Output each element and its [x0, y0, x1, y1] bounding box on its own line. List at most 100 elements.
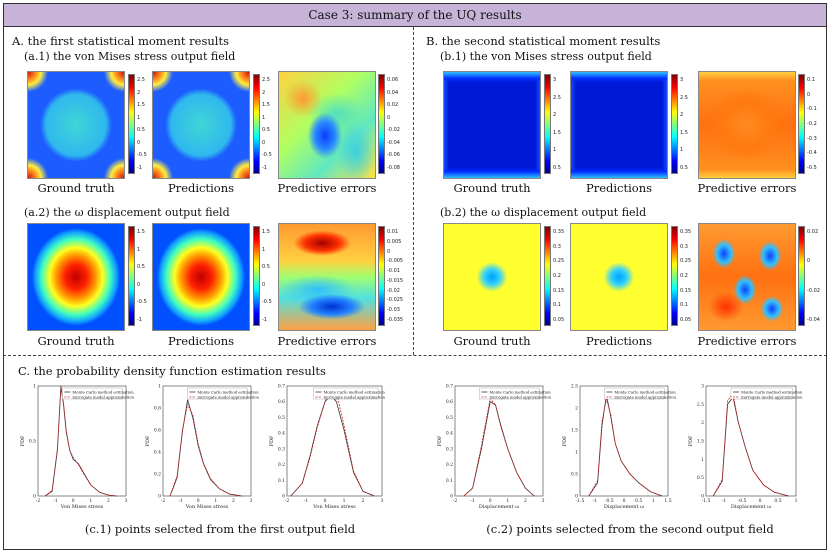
- a1-prediction-colorbar: [253, 74, 260, 174]
- colorbar-tick-label: 0.5: [137, 264, 145, 271]
- colorbar-tick-label: 0.3: [680, 243, 688, 250]
- colorbar-tick-label: 0: [262, 281, 266, 288]
- colorbar-tick-label: 0.2: [553, 273, 561, 279]
- colorbar-tick-label: 0.05: [553, 317, 565, 323]
- y-tick-label: 0: [282, 494, 285, 500]
- legend-box: [62, 387, 123, 400]
- y-tick-label: 0.8: [154, 406, 161, 412]
- y-tick-label: 0.4: [278, 431, 285, 437]
- y-tick-label: 0.3: [446, 446, 453, 452]
- section-b1-subtitle: (b.1) the von Mises stress output field: [440, 50, 652, 63]
- colorbar-tick-label: -0.5: [262, 299, 272, 306]
- pdf-charts: -2 -1 0 1 2 3 0 0.5 1 Von Mises stress PDF Monte Ca…: [20, 384, 803, 511]
- pdf-chart-6: -1.5 -1 -0.5 0 0.5 1 0 0.5 1 1.5 2 2.5 3 Displacement…: [688, 384, 803, 511]
- colorbar-tick-label: -0.04: [387, 139, 400, 146]
- x-axis-label: Von Mises stress: [185, 504, 229, 510]
- x-tick-label: 1: [795, 498, 798, 504]
- chart-axes-box: [286, 385, 383, 497]
- y-tick-label: 2: [575, 406, 578, 412]
- colorbar-tick-label: -0.035: [387, 317, 404, 323]
- x-tick-label: 3: [250, 498, 253, 504]
- x-tick-label: 2: [524, 498, 527, 504]
- colorbar-tick-label: 0.04: [387, 89, 399, 96]
- x-tick-label: 0: [324, 498, 327, 504]
- y-axis-label: PDF: [437, 435, 443, 446]
- horizontal-divider: [3, 355, 827, 356]
- y-tick-label: 0.6: [446, 399, 453, 405]
- legend-label: Monte Carlo method estimation: [72, 390, 134, 395]
- legend-label: Surrogate model approximation: [197, 395, 259, 400]
- y-tick-label: 0: [450, 494, 453, 500]
- b2-error-colorbar: [798, 226, 805, 326]
- a2-error-colorbar: [378, 226, 385, 326]
- x-tick-label: -2: [285, 498, 290, 504]
- chart-axes-box: [705, 385, 797, 497]
- chart-axes-box: [162, 385, 252, 497]
- b2-ground-truth-map: [443, 223, 541, 331]
- colorbar-tick-label: 1.5: [553, 129, 561, 136]
- x-tick-label: -1.5: [702, 498, 711, 504]
- a2-error-map: [278, 223, 376, 331]
- pdf-chart-5: -1.5 -1 -0.5 0 0.5 1 1.5 0 0.5 1 1.5 2 2.5 Displaceme…: [562, 384, 676, 511]
- y-tick-label: 0: [33, 494, 36, 500]
- x-tick-label: 2: [107, 498, 110, 504]
- colorbar-tick-label: 1.5: [137, 229, 145, 235]
- legend-label: Monte Carlo method estimation: [741, 390, 803, 395]
- y-axis-label: PDF: [562, 435, 568, 446]
- x-tick-label: 0.5: [774, 498, 781, 504]
- colorbar-tick-label: 0.5: [553, 165, 561, 171]
- a1-error-colorbar-ticks: 0.06 0.04 0.02 0 -0.02 -0.04 -0.06 -0.08: [387, 74, 407, 174]
- colorbar-tick-label: -1: [262, 165, 267, 171]
- colorbar-tick-label: 0.35: [553, 229, 565, 235]
- y-tick-label: 1: [701, 457, 704, 463]
- legend-label: Surrogate model approximation: [741, 395, 803, 400]
- colorbar-tick-label: -0.015: [387, 277, 404, 284]
- colorbar-tick-label: 1.5: [137, 102, 145, 109]
- y-tick-label: 0: [158, 494, 161, 500]
- colorbar-tick-label: 0.2: [680, 273, 688, 279]
- colorbar-tick-label: 0.1: [680, 302, 688, 309]
- y-tick-label: 1.5: [571, 428, 578, 434]
- y-tick-label: 0.5: [446, 415, 453, 421]
- colorbar-tick-label: 1: [262, 114, 266, 121]
- y-tick-label: 0: [701, 494, 704, 500]
- a1-caption-errors: Predictive errors: [277, 181, 377, 195]
- a2-ground-truth-map: [27, 223, 125, 331]
- a1-ground-truth-map: [27, 71, 125, 179]
- x-axis-label: Displacement ω: [731, 504, 771, 510]
- x-tick-label: -1: [53, 498, 58, 504]
- colorbar-tick-label: 0.005: [387, 238, 402, 245]
- colorbar-tick-label: -0.08: [387, 165, 400, 171]
- y-tick-label: 0.4: [154, 450, 161, 456]
- figure-title: Case 3: summary of the UQ results: [3, 3, 827, 27]
- y-tick-label: 0.7: [278, 384, 285, 390]
- colorbar-tick-label: 0: [387, 248, 391, 255]
- x-tick-label: -1: [178, 498, 183, 504]
- b2-colorbar: [544, 226, 551, 326]
- colorbar-tick-label: 2: [262, 89, 266, 96]
- chart-axes-box: [454, 385, 544, 497]
- colorbar-tick-label: 0: [137, 139, 141, 146]
- legend-label: Surrogate model approximation: [72, 395, 134, 400]
- colorbar-tick-label: 0.25: [553, 258, 565, 265]
- b1-caption-errors: Predictive errors: [697, 181, 797, 195]
- colorbar-tick-label: 1.5: [680, 129, 688, 136]
- a2-colorbar: [128, 226, 135, 326]
- x-tick-label: -2: [161, 498, 166, 504]
- section-a1-subtitle: (a.1) the von Mises stress output field: [24, 50, 236, 63]
- colorbar-tick-label: 1: [262, 246, 266, 253]
- colorbar-tick-label: 0: [137, 281, 141, 288]
- y-tick-label: 1.5: [697, 439, 704, 445]
- legend-label: Monte Carlo method estimation: [489, 390, 551, 395]
- x-tick-label: 1: [89, 498, 92, 504]
- colorbar-tick-label: 3: [553, 77, 557, 83]
- y-tick-label: 0.3: [278, 446, 285, 452]
- y-tick-label: 0.2: [154, 472, 161, 478]
- series-line-surrogate: [44, 387, 118, 497]
- series-line-surrogate: [169, 403, 243, 497]
- colorbar-tick-label: 2: [680, 112, 684, 119]
- colorbar-tick-label: -0.02: [807, 287, 820, 294]
- x-tick-label: -1: [722, 498, 727, 504]
- b1-caption-ground-truth: Ground truth: [453, 181, 531, 195]
